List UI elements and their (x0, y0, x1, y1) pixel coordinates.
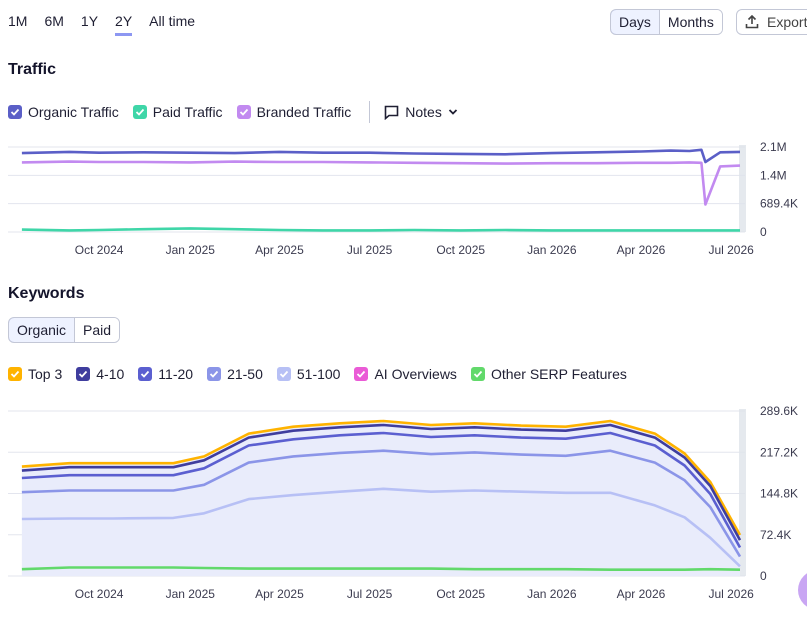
note-icon (384, 105, 399, 120)
legend-label: Other SERP Features (490, 366, 627, 382)
y-tick-label: 1.4M (760, 168, 787, 182)
x-tick-label: Jan 2026 (527, 243, 577, 257)
upload-icon (745, 15, 759, 29)
checkbox-checked-icon (236, 105, 251, 119)
y-tick-label: 72.4K (760, 528, 791, 542)
legend-11-20[interactable]: 11-20 (138, 366, 193, 382)
period-tab-1m[interactable]: 1M (8, 13, 28, 29)
tab-paid[interactable]: Paid (74, 318, 120, 342)
legend-label: Branded Traffic (256, 104, 352, 120)
checkbox-checked-icon (470, 367, 485, 381)
keywords-chart: 289.6K 217.2K 144.8K 72.4K 0 Oct 2024 Jan 2025… (8, 404, 798, 601)
x-tick-label: Jul 2025 (347, 587, 393, 601)
y-tick-label: 689.4K (760, 197, 798, 211)
legend-label: Organic Traffic (28, 104, 119, 120)
checkbox-checked-icon (8, 105, 22, 119)
legend-label: AI Overviews (374, 366, 457, 382)
help-fab[interactable] (798, 570, 807, 610)
series-line-branded-traffic (21, 160, 741, 206)
legend-label: 4-10 (96, 366, 125, 382)
legend-label: Paid Traffic (152, 104, 223, 120)
y-tick-label: 2.1M (760, 140, 787, 154)
series-line-51-100 (21, 487, 741, 568)
y-tick-label: 217.2K (760, 445, 798, 459)
keywords-tabs: Organic Paid (8, 317, 121, 343)
x-tick-label: Jul 2026 (708, 243, 754, 257)
checkbox-checked-icon (8, 367, 22, 381)
tab-organic[interactable]: Organic (9, 318, 76, 342)
y-tick-label: 0 (760, 225, 767, 239)
x-tick-label: Oct 2025 (436, 587, 485, 601)
granularity-toggle: Days Months (610, 9, 723, 35)
x-tick-label: Apr 2026 (617, 587, 666, 601)
period-tabs: 1M 6M 1Y 2Y All time (8, 13, 212, 36)
hover-band (739, 145, 746, 232)
x-tick-label: Oct 2024 (75, 243, 124, 257)
legend-paid-traffic[interactable]: Paid Traffic (132, 104, 223, 120)
legend-51-100[interactable]: 51-100 (276, 366, 341, 382)
series-line-21-50 (21, 449, 742, 558)
period-tab-2y[interactable]: 2Y (115, 13, 133, 36)
x-tick-label: Apr 2025 (255, 587, 304, 601)
series-line-paid-traffic (21, 227, 740, 232)
legend-21-50[interactable]: 21-50 (207, 366, 263, 382)
series-line-11-20 (21, 431, 742, 549)
checkbox-checked-icon (276, 367, 291, 381)
legend-label: 11-20 (158, 366, 194, 382)
x-tick-label: Jan 2025 (166, 243, 216, 257)
checkbox-checked-icon (138, 367, 153, 381)
days-button[interactable]: Days (610, 10, 660, 34)
traffic-legend: Organic Traffic Paid Traffic Branded Tra… (8, 101, 458, 123)
legend-ai-overviews[interactable]: AI Overviews (354, 366, 457, 382)
x-tick-label: Oct 2024 (75, 587, 124, 601)
x-tick-label: Jan 2026 (527, 587, 577, 601)
legend-4-10[interactable]: 4-10 (76, 366, 124, 382)
legend-organic-traffic[interactable]: Organic Traffic (8, 104, 119, 120)
divider (369, 101, 371, 123)
traffic-title: Traffic (8, 61, 57, 78)
series-line-4-10 (21, 423, 742, 541)
legend-other-serp-features[interactable]: Other SERP Features (470, 366, 627, 382)
series-line-top-3 (21, 419, 742, 536)
keywords-title: Keywords (8, 285, 85, 302)
checkbox-checked-icon (132, 105, 147, 119)
export-label: Export (767, 14, 807, 30)
x-tick-label: Jul 2025 (347, 243, 393, 257)
traffic-chart: 2.1M 1.4M 689.4K 0 Oct 2024 Jan 2025 Apr 2025 J… (8, 140, 798, 257)
x-tick-label: Jan 2025 (166, 587, 216, 601)
chevron-down-icon (448, 109, 457, 115)
x-tick-label: Apr 2026 (617, 243, 666, 257)
months-button[interactable]: Months (658, 10, 722, 34)
checkbox-checked-icon (76, 367, 91, 381)
y-tick-label: 144.8K (760, 487, 798, 501)
legend-branded-traffic[interactable]: Branded Traffic (236, 104, 352, 120)
legend-label: Top 3 (28, 366, 63, 382)
series-line-other-serp-features (21, 566, 741, 571)
period-tab-1y[interactable]: 1Y (80, 13, 99, 29)
notes-dropdown[interactable]: Notes (384, 104, 458, 120)
x-tick-label: Apr 2025 (255, 243, 304, 257)
keywords-legend: Top 3 4-10 11-20 21-50 51-100 AI Overvie… (8, 366, 641, 382)
y-tick-label: 289.6K (760, 404, 798, 418)
series-line-organic-traffic (21, 148, 741, 164)
period-tab-all-time[interactable]: All time (149, 13, 196, 29)
checkbox-checked-icon (207, 367, 222, 381)
checkbox-checked-icon (354, 367, 369, 381)
export-button[interactable]: Export (736, 9, 807, 35)
legend-label: 51-100 (296, 366, 341, 382)
hover-band (739, 409, 746, 576)
y-tick-label: 0 (760, 569, 767, 583)
notes-label: Notes (405, 104, 442, 120)
x-tick-label: Jul 2026 (708, 587, 754, 601)
period-tab-6m[interactable]: 6M (44, 13, 64, 29)
legend-label: 21-50 (227, 366, 263, 382)
legend-top-3[interactable]: Top 3 (8, 366, 62, 382)
x-tick-label: Oct 2025 (436, 243, 485, 257)
